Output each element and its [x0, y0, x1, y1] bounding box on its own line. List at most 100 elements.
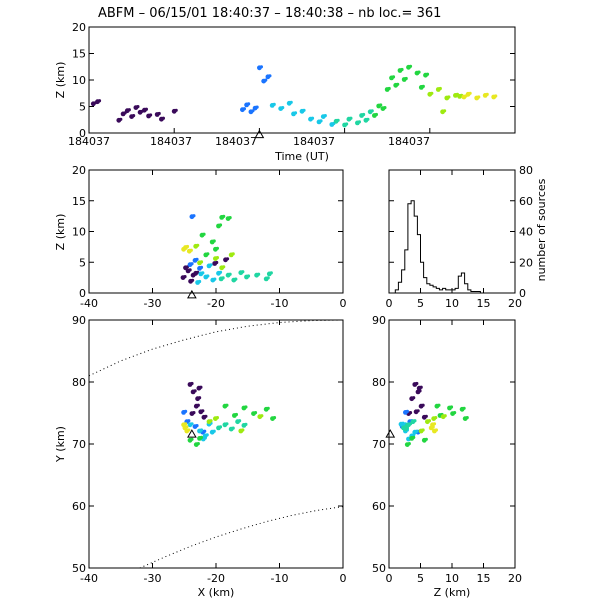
source-point [192, 214, 196, 218]
source-point [416, 409, 420, 413]
source-point [198, 396, 202, 400]
tick-label: -10 [271, 572, 289, 585]
source-point [206, 252, 210, 256]
tick-label: 10 [72, 226, 86, 239]
source-point [465, 416, 469, 420]
source-point [209, 419, 213, 423]
source-point [205, 433, 209, 437]
source-point [412, 435, 416, 439]
source-point [195, 257, 199, 261]
x-z-frame [88, 169, 344, 294]
source-point [157, 111, 161, 116]
source-point [97, 99, 102, 103]
source-point [195, 424, 199, 428]
tick-label: 5 [417, 572, 424, 585]
source-point [191, 278, 195, 282]
source-point [201, 409, 205, 413]
source-point [185, 425, 189, 429]
source-point [266, 276, 270, 280]
source-point [260, 414, 264, 418]
source-point [196, 442, 200, 446]
source-point [203, 429, 207, 433]
source-point [345, 122, 349, 126]
source-point [408, 411, 413, 415]
source-point [443, 414, 447, 418]
source-point [366, 117, 370, 121]
x-axis-label: Time (UT) [274, 150, 329, 163]
source-point [415, 381, 419, 386]
tick-label: 70 [372, 438, 386, 451]
source-point [144, 107, 148, 111]
source-point [302, 108, 306, 112]
source-point [184, 422, 188, 426]
source-point [196, 403, 200, 407]
source-point [244, 422, 248, 426]
tick-label: 0 [79, 127, 86, 140]
time-height-points [90, 64, 498, 128]
tick-label: 20 [72, 21, 86, 34]
source-point [323, 114, 327, 118]
range-ring [88, 319, 344, 377]
source-point [212, 429, 216, 433]
source-point [215, 416, 219, 420]
source-point [199, 435, 204, 439]
source-point [149, 113, 153, 117]
source-point [421, 84, 425, 88]
source-point [201, 271, 205, 275]
source-point [234, 412, 238, 417]
x-axis-label: X (km) [198, 586, 235, 599]
source-point [190, 381, 194, 386]
source-point [272, 102, 276, 106]
source-point [253, 411, 258, 415]
source-point [198, 279, 202, 284]
source-point [225, 403, 229, 407]
source-point [225, 422, 229, 426]
x-axis-label: Z (km) [434, 586, 471, 599]
histogram-line [389, 200, 515, 294]
source-point [383, 106, 387, 110]
source-point [215, 256, 219, 260]
y-axis-label: Z (km) [54, 214, 67, 251]
source-point [438, 86, 442, 91]
tick-label: 80 [519, 164, 533, 177]
x-y-frame [88, 319, 344, 569]
source-point [255, 105, 259, 109]
time-height-frame [88, 26, 516, 134]
tick-label: 20 [508, 297, 522, 310]
source-point [231, 426, 235, 430]
source-point [185, 244, 190, 249]
source-point [190, 437, 194, 441]
source-point [319, 119, 323, 123]
source-point [400, 67, 404, 72]
source-point [225, 257, 230, 261]
y-axis-label: number of sources [535, 178, 548, 281]
source-point [485, 92, 489, 96]
time-height-panel: 0 5 10 15 20 184037 184037 184037 184037 184… [54, 21, 516, 163]
source-point [417, 70, 421, 74]
source-point [222, 265, 226, 269]
source-point [184, 409, 188, 413]
source-point [228, 216, 232, 220]
tick-label: 15 [477, 297, 491, 310]
tick-label: 60 [372, 500, 386, 513]
source-point [199, 428, 204, 432]
source-point [266, 406, 270, 410]
source-point [241, 270, 245, 274]
tick-label: 50 [72, 562, 86, 575]
source-point [218, 270, 223, 274]
tick-label: 20 [519, 256, 533, 269]
x-z-panel: 0 5 10 15 20 -40 -30 -20 -10 0 Z (km) [54, 164, 347, 310]
source-point [119, 117, 123, 121]
x-y-points [181, 381, 277, 447]
tick-label: 5 [79, 256, 86, 269]
source-point [425, 72, 430, 76]
time-tick-label: 184037 [215, 135, 257, 148]
source-point [437, 403, 441, 407]
source-point [370, 109, 374, 113]
tick-label: 40 [519, 226, 533, 239]
tick-label: 10 [72, 74, 86, 87]
tick-label: -40 [80, 572, 98, 585]
source-point [421, 403, 425, 407]
source-point [209, 263, 213, 267]
